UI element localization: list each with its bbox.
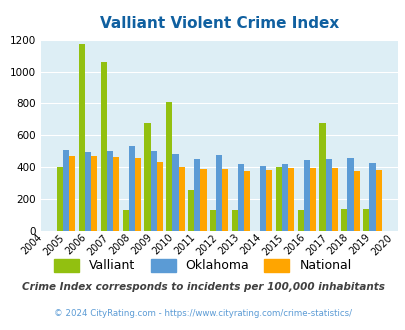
Text: Valliant Violent Crime Index: Valliant Violent Crime Index — [99, 16, 338, 31]
Bar — [122, 210, 128, 231]
Bar — [259, 166, 265, 231]
Bar — [166, 102, 172, 231]
Bar — [265, 170, 271, 231]
Bar — [243, 171, 250, 231]
Bar — [194, 159, 200, 231]
Bar — [69, 156, 75, 231]
Bar — [362, 209, 369, 231]
Bar — [134, 158, 141, 231]
Bar — [297, 210, 303, 231]
Bar — [287, 168, 293, 231]
Bar — [156, 162, 162, 231]
Bar — [222, 169, 228, 231]
Bar — [144, 122, 150, 231]
Bar — [347, 158, 353, 231]
Bar — [128, 147, 134, 231]
Bar — [209, 210, 215, 231]
Bar — [309, 168, 315, 231]
Bar — [231, 210, 237, 231]
Bar — [375, 170, 381, 231]
Bar — [275, 167, 281, 231]
Bar — [200, 169, 206, 231]
Bar — [319, 122, 325, 231]
Bar — [303, 160, 309, 231]
Bar — [85, 152, 91, 231]
Bar — [150, 151, 156, 231]
Text: © 2024 CityRating.com - https://www.cityrating.com/crime-statistics/: © 2024 CityRating.com - https://www.city… — [54, 309, 351, 318]
Bar — [353, 171, 359, 231]
Bar — [57, 167, 63, 231]
Bar — [281, 164, 287, 231]
Bar — [341, 209, 347, 231]
Bar — [113, 157, 119, 231]
Bar — [188, 189, 194, 231]
Text: Crime Index corresponds to incidents per 100,000 inhabitants: Crime Index corresponds to incidents per… — [21, 282, 384, 292]
Bar — [79, 44, 85, 231]
Bar — [369, 163, 375, 231]
Bar — [91, 156, 97, 231]
Bar — [100, 62, 107, 231]
Bar — [215, 155, 222, 231]
Bar — [237, 164, 243, 231]
Bar — [172, 154, 178, 231]
Bar — [325, 159, 331, 231]
Bar — [178, 167, 184, 231]
Bar — [107, 151, 113, 231]
Legend: Valliant, Oklahoma, National: Valliant, Oklahoma, National — [49, 254, 356, 278]
Bar — [63, 150, 69, 231]
Bar — [331, 168, 337, 231]
